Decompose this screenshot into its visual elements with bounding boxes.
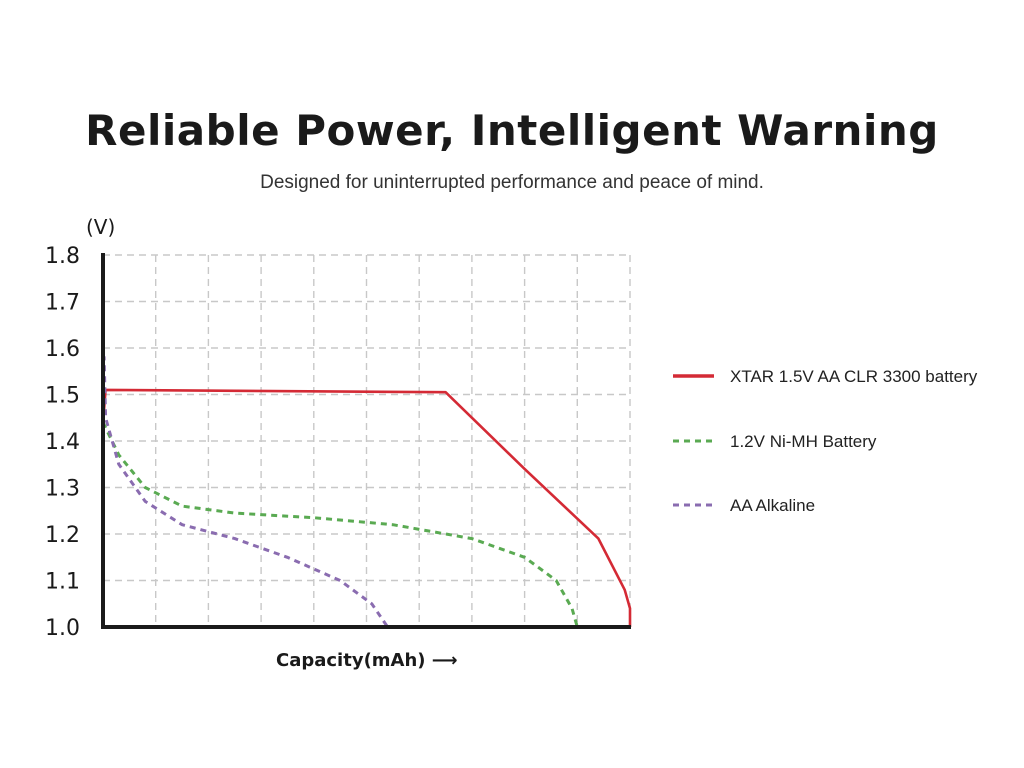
legend-item: XTAR 1.5V AA CLR 3300 battery bbox=[673, 367, 978, 386]
legend-label: AA Alkaline bbox=[730, 496, 815, 515]
y-tick-label: 1.1 bbox=[45, 570, 80, 595]
y-tick-label: 1.8 bbox=[45, 244, 80, 269]
y-tick-label: 1.0 bbox=[45, 616, 80, 641]
legend: XTAR 1.5V AA CLR 3300 battery 1.2V Ni-MH … bbox=[673, 367, 978, 515]
x-axis-label: Capacity(mAh) ⟶ bbox=[276, 650, 458, 671]
y-tick-label: 1.6 bbox=[45, 337, 80, 362]
legend-label: 1.2V Ni-MH Battery bbox=[730, 432, 877, 451]
legend-item: 1.2V Ni-MH Battery bbox=[673, 432, 877, 451]
y-tick-label: 1.3 bbox=[45, 477, 80, 502]
legend-item: AA Alkaline bbox=[673, 496, 815, 515]
y-tick-label: 1.2 bbox=[45, 523, 80, 548]
y-tick-label: 1.5 bbox=[45, 384, 80, 409]
y-tick-label: 1.7 bbox=[45, 291, 80, 316]
series-line-3 bbox=[101, 355, 389, 628]
grid-lines bbox=[103, 254, 631, 627]
y-axis-unit-label: (V) bbox=[86, 215, 115, 239]
chart-subtitle: Designed for uninterrupted performance a… bbox=[260, 172, 764, 193]
y-tick-labels: 1.0 1.1 1.2 1.3 1.4 1.5 1.6 1.7 1.8 bbox=[45, 244, 80, 641]
legend-label: XTAR 1.5V AA CLR 3300 battery bbox=[730, 367, 978, 386]
axes bbox=[101, 253, 631, 629]
chart-title: Reliable Power, Intelligent Warning bbox=[85, 106, 939, 155]
series-lines bbox=[101, 355, 632, 628]
series-line-1 bbox=[101, 388, 632, 627]
y-tick-label: 1.4 bbox=[45, 430, 80, 455]
series-line-2 bbox=[101, 421, 579, 628]
